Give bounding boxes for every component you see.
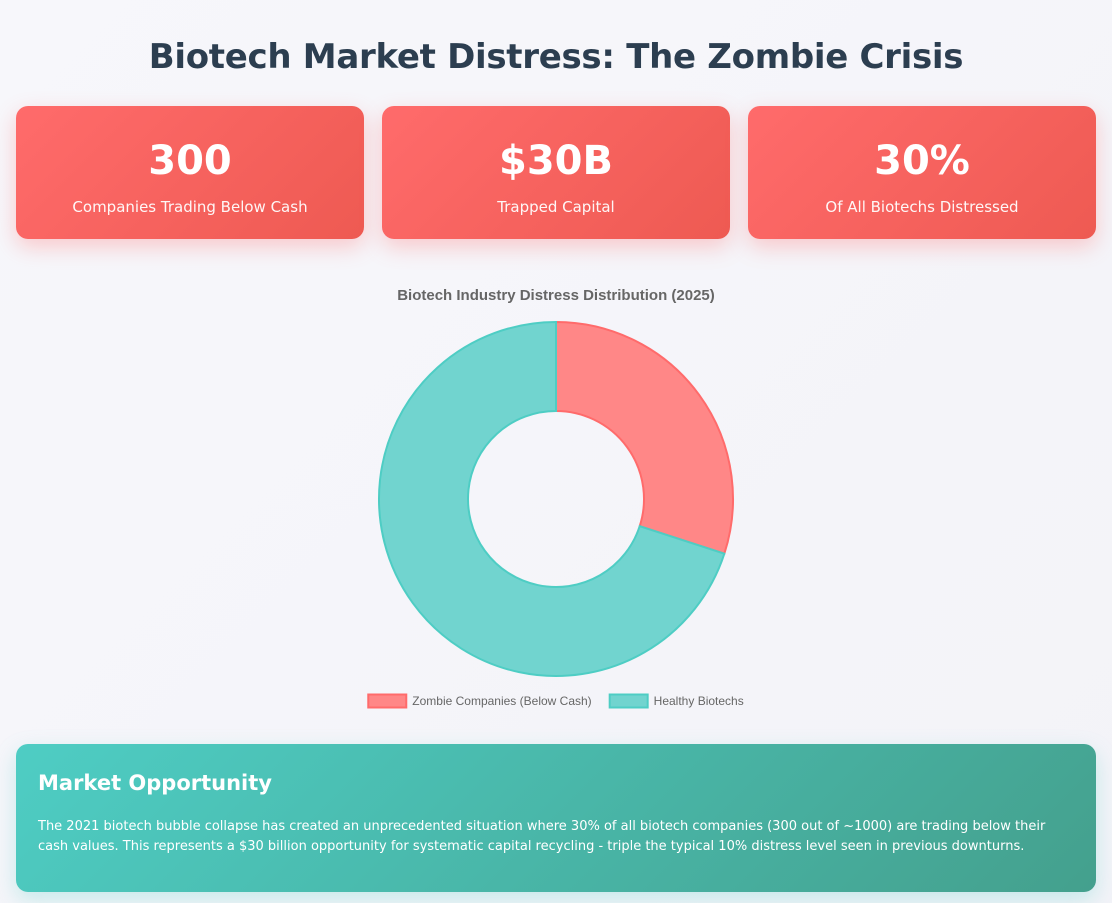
legend-swatch [608, 693, 649, 709]
opportunity-heading: Market Opportunity [38, 771, 272, 795]
legend-label: Healthy Biotechs [654, 694, 744, 708]
slice-healthy-biotechs [378, 320, 726, 677]
stat-card-companies: 300 Companies Trading Below Cash [16, 106, 364, 239]
stat-label: Of All Biotechs Distressed [825, 198, 1019, 216]
legend-label: Zombie Companies (Below Cash) [412, 694, 591, 708]
stat-card-capital: $30B Trapped Capital [382, 106, 730, 239]
slice-zombie-companies [555, 320, 734, 555]
legend-item[interactable]: Zombie Companies (Below Cash) [367, 693, 592, 709]
doughnut-chart: Biotech Industry Distress Distribution (… [367, 287, 744, 709]
distress-chart: Biotech Industry Distress Distribution (… [0, 270, 1112, 720]
opportunity-text: The 2021 biotech bubble collapse has cre… [38, 819, 1046, 854]
stat-value: 30% [874, 138, 970, 184]
legend-swatch [367, 693, 408, 709]
stat-value: 300 [148, 138, 232, 184]
chart-title: Biotech Industry Distress Distribution (… [397, 287, 715, 304]
stat-label: Trapped Capital [497, 198, 615, 216]
stat-value: $30B [499, 138, 613, 184]
stat-label: Companies Trading Below Cash [72, 198, 308, 216]
page-title: Biotech Market Distress: The Zombie Cris… [148, 37, 964, 77]
legend-item[interactable]: Healthy Biotechs [608, 693, 744, 709]
stat-card-percent: 30% Of All Biotechs Distressed [748, 106, 1096, 239]
market-opportunity-panel: Market Opportunity The 2021 biotech bubb… [16, 744, 1096, 892]
